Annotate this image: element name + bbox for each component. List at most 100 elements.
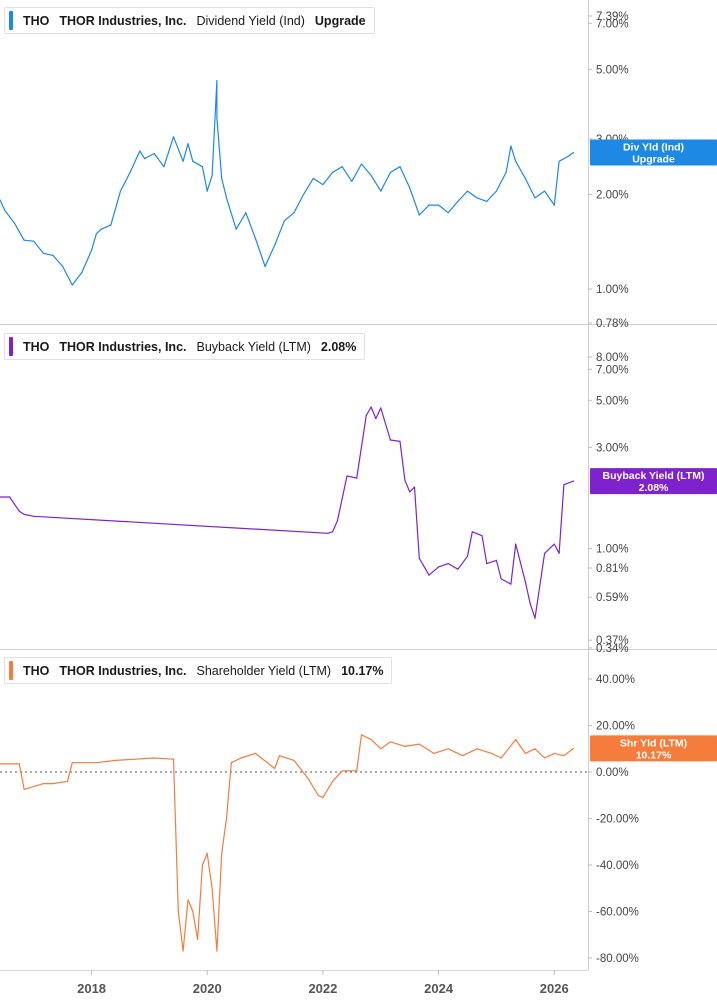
panel-3: 40.00% 20.00% 0.00% -20.00% -40.00% -60.00% -8… [0, 674, 717, 965]
data-point [428, 574, 430, 576]
data-point [23, 788, 25, 791]
data-point [211, 887, 213, 889]
data-point [438, 204, 440, 206]
x-tick-label: 2018 [77, 981, 106, 996]
data-point [332, 171, 334, 173]
legend-company: THOR Industries, Inc. [59, 13, 187, 28]
data-point [182, 950, 184, 952]
series-line [0, 734, 574, 952]
data-point [447, 563, 449, 565]
data-point [428, 204, 430, 206]
data-point [278, 755, 281, 757]
data-point [360, 163, 363, 165]
data-point [66, 780, 69, 782]
data-point [327, 532, 329, 534]
data-point [495, 559, 497, 562]
data-point [95, 233, 97, 235]
legend-company: THOR Industries, Inc. [59, 663, 187, 678]
value-tag-label: Div Yld (Ind) [623, 141, 684, 153]
data-point [172, 136, 175, 138]
data-point [230, 762, 232, 764]
data-point [409, 491, 411, 493]
legend-value: 2.08% [320, 339, 357, 354]
data-point [505, 171, 507, 173]
panel-2: 8.00%7.00% 5.00% 3.00% 1.00% 0.81% 0.59% 0.37%… [0, 352, 717, 655]
data-point [558, 160, 560, 162]
data-point [18, 510, 20, 512]
data-point [187, 143, 189, 145]
data-point [553, 204, 555, 206]
data-point [264, 265, 266, 268]
data-point [534, 617, 536, 619]
data-point [303, 193, 305, 195]
data-point [534, 748, 536, 750]
data-point [163, 166, 165, 168]
x-tick-label: 2020 [193, 981, 222, 996]
data-point [544, 552, 546, 554]
data-point [283, 220, 285, 222]
data-point [95, 762, 97, 764]
y-tick-label: 0.78% [596, 318, 629, 330]
data-point [563, 484, 565, 486]
data-point [197, 938, 199, 941]
data-point [476, 197, 478, 199]
legend-shareholder-yield[interactable]: THO THOR Industries, Inc. Shareholder Yi… [4, 657, 393, 684]
data-point [129, 171, 131, 173]
data-point [341, 770, 343, 772]
data-point [500, 578, 502, 580]
data-point [389, 171, 391, 173]
value-tag-label: Buyback Yield (LTM) [603, 470, 705, 482]
y-tick-label: 0.37% [596, 635, 629, 647]
value-tag [590, 139, 717, 166]
data-point [33, 515, 35, 517]
data-point [33, 240, 35, 242]
data-point [322, 797, 324, 799]
data-point [91, 249, 93, 251]
data-point [370, 406, 372, 408]
data-point [71, 284, 73, 286]
y-tick-label: 3.00% [596, 442, 629, 454]
y-tick-label: -40.00% [596, 860, 639, 872]
legend-buyback-yield[interactable]: THO THOR Industries, Inc. Buyback Yield … [4, 333, 366, 360]
data-point [312, 177, 314, 179]
data-point [356, 477, 358, 479]
legend-company: THOR Industries, Inc. [59, 339, 187, 354]
data-point [370, 738, 372, 741]
data-point [274, 244, 276, 246]
data-point [510, 145, 512, 147]
data-point [144, 158, 146, 160]
legend-value: 10.17% [341, 663, 384, 678]
data-point [225, 817, 228, 820]
data-point [216, 80, 218, 82]
data-point [119, 190, 122, 192]
value-tag-value: 10.17% [636, 749, 672, 761]
data-point [187, 899, 189, 901]
data-point [351, 180, 353, 182]
data-point [558, 552, 560, 554]
data-point [336, 520, 338, 522]
data-point [457, 200, 459, 202]
data-point [52, 254, 54, 256]
y-tick-label: 0.00% [596, 767, 629, 779]
data-point [62, 265, 64, 268]
y-tick-label: 8.00% [596, 352, 629, 364]
data-point [433, 752, 435, 755]
legend-ticker: THO [23, 663, 50, 678]
y-tick-label: 7.00% [596, 18, 629, 30]
y-tick-label: 20.00% [596, 721, 635, 733]
data-point [254, 752, 256, 755]
data-point [177, 910, 179, 913]
data-point [510, 583, 512, 585]
data-point [389, 741, 391, 743]
legend-metric: Shareholder Yield (LTM) [196, 663, 332, 678]
legend-dividend-yield[interactable]: THO THOR Industries, Inc. Dividend Yield… [4, 7, 375, 34]
legend-value: Upgrade [314, 13, 366, 28]
value-tag [590, 735, 717, 762]
data-point [524, 580, 526, 583]
data-point [322, 184, 324, 186]
data-point [524, 752, 526, 755]
data-point [515, 160, 517, 162]
data-point [404, 479, 406, 481]
data-point [457, 568, 459, 570]
